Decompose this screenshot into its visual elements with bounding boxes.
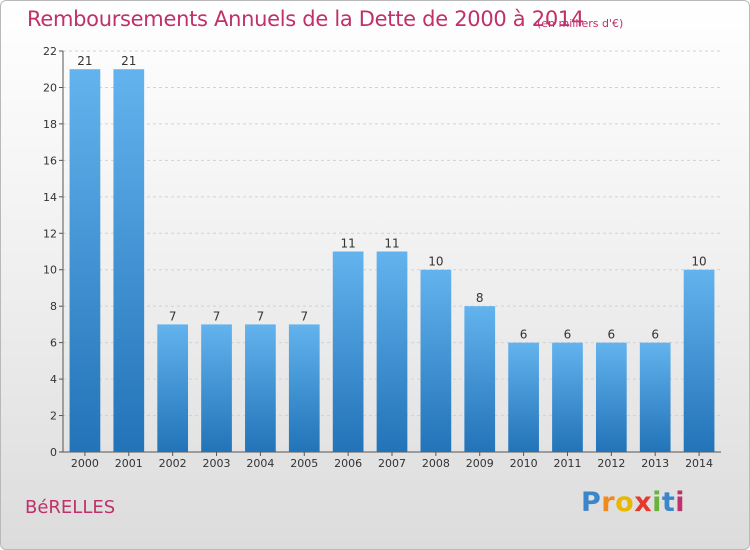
y-tick-label: 22 (43, 45, 57, 58)
x-tick-label: 2012 (597, 457, 625, 470)
y-tick-label: 0 (50, 446, 57, 459)
x-tick-label: 2003 (203, 457, 231, 470)
data-label: 8 (476, 291, 484, 305)
y-tick-label: 4 (50, 373, 57, 386)
data-label: 6 (520, 328, 528, 342)
logo-letter: i (675, 487, 686, 518)
chart-unit-label: (en milliers d'€) (537, 17, 624, 30)
bar (288, 324, 320, 452)
data-label: 11 (340, 237, 355, 251)
chart-title: Remboursements Annuels de la Dette de 20… (27, 7, 584, 31)
y-tick-label: 2 (50, 410, 57, 423)
x-tick-label: 2004 (246, 457, 274, 470)
y-tick-label: 8 (50, 300, 57, 313)
data-label: 7 (169, 309, 177, 323)
bar (113, 69, 145, 453)
x-tick-label: 2002 (159, 457, 187, 470)
data-label: 7 (257, 309, 265, 323)
y-tick-label: 6 (50, 337, 57, 350)
labels: 21 2000 21 2001 7 2002 7 2003 7 2004 7 2005 11 2006 11… (71, 54, 713, 470)
logo-letter: r (601, 487, 616, 518)
data-label: 7 (213, 309, 221, 323)
x-tick-label: 2005 (290, 457, 318, 470)
data-label: 10 (428, 255, 443, 269)
bar (508, 342, 539, 452)
bar (157, 324, 189, 452)
x-tick-label: 2000 (71, 457, 99, 470)
x-tick-label: 2007 (378, 457, 406, 470)
x-tick-label: 2010 (510, 457, 538, 470)
logo-letter: i (652, 487, 662, 518)
logo-letter: t (661, 487, 676, 518)
bar (376, 251, 408, 452)
bar (552, 342, 583, 452)
data-label: 6 (564, 328, 572, 342)
x-tick-label: 2006 (334, 457, 362, 470)
y-tick-label: 10 (43, 264, 57, 277)
y-tick-label: 18 (43, 118, 57, 131)
bar (201, 324, 232, 452)
logo-letter: P (581, 487, 602, 518)
x-tick-label: 2009 (466, 457, 494, 470)
x-tick-label: 2008 (422, 457, 450, 470)
data-label: 6 (651, 328, 659, 342)
data-label: 7 (300, 309, 308, 323)
bars (69, 69, 715, 453)
bar (683, 269, 715, 452)
commune-name: BéRELLES (25, 497, 116, 518)
x-tick-label: 2013 (641, 457, 669, 470)
y-tick-label: 16 (43, 154, 57, 167)
logo-letter: x (634, 487, 653, 518)
data-label: 11 (384, 237, 399, 251)
y-tick-label: 14 (43, 191, 57, 204)
bar (245, 324, 276, 452)
data-label: 21 (77, 54, 92, 68)
x-tick-label: 2011 (553, 457, 581, 470)
data-label: 10 (691, 255, 706, 269)
proxiti-logo[interactable]: Proxiti (581, 487, 685, 518)
logo-letter: o (615, 487, 635, 518)
bar (332, 251, 364, 452)
bar (639, 342, 671, 452)
x-tick-label: 2001 (115, 457, 143, 470)
bar (464, 306, 496, 452)
y-tick-label: 12 (43, 227, 57, 240)
y-tick-label: 20 (43, 81, 57, 94)
bar (69, 69, 101, 453)
data-label: 21 (121, 54, 136, 68)
bar (595, 342, 627, 452)
x-tick-label: 2014 (685, 457, 713, 470)
bar (420, 269, 452, 452)
data-label: 6 (608, 328, 616, 342)
